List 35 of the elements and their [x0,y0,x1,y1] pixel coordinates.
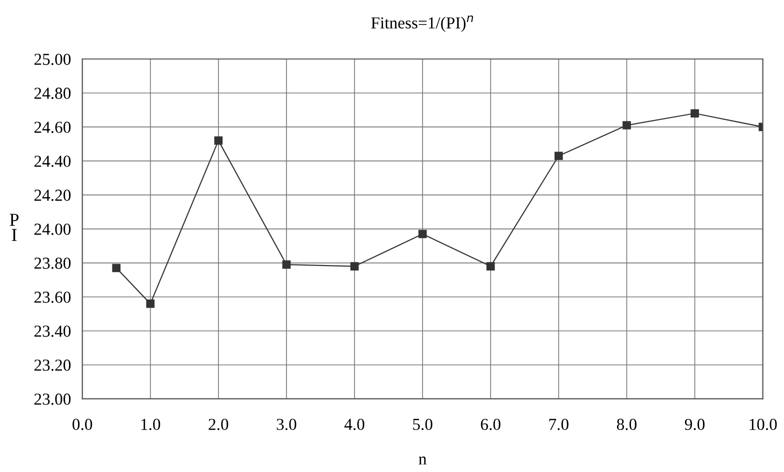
y-tick-label: 23.00 [34,394,71,405]
x-tick-label: 5.0 [413,418,432,430]
x-tick-label: 7.0 [549,418,568,430]
point [112,264,121,272]
y-tick-label: 24.80 [34,88,71,100]
y-tick-label: 23.80 [34,258,71,269]
y-tick-label: 24.00 [34,224,71,235]
y-tick-label: 25.00 [34,54,71,66]
point [622,121,631,130]
x-axis-title: n [418,456,426,464]
x-tick-label: 10.0 [750,418,777,430]
x-tick-label: 6.0 [480,418,500,430]
y-tick-label: 24.40 [34,156,71,167]
point [418,230,427,238]
x-tick-label: 8.0 [616,418,637,430]
x-tick-label: 9.0 [684,418,705,430]
x-tick-label: 1.0 [141,418,160,430]
y-tick-label: 23.40 [34,326,71,337]
point [486,262,495,270]
point [554,152,563,160]
point [214,136,223,145]
point [350,262,359,270]
y-tick-label: 23.60 [34,292,71,303]
y-tick-label: 24.20 [34,190,71,201]
y-tick-label: 24.60 [34,122,71,133]
y-tick-label: 23.20 [34,360,71,371]
point [146,300,155,308]
x-tick-label: 3.0 [276,418,296,430]
x-tick-label: 4.0 [344,418,364,430]
x-tick-label: 0.0 [72,418,92,430]
y-axis-title: P I [10,214,19,241]
point [282,260,291,269]
point [690,109,699,118]
chart-title: Fitness=1/(PI)$^{n}$ [371,15,474,32]
x-tick-label: 2.0 [208,418,228,430]
